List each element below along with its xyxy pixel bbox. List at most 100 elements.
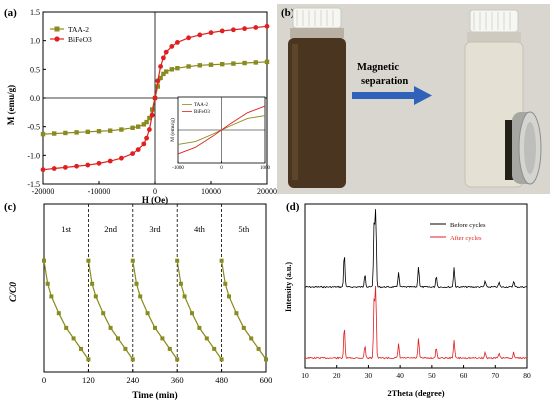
x-tick-label: 600: [260, 375, 273, 385]
data-point: [234, 311, 239, 316]
data-point: [119, 155, 124, 161]
data-point: [242, 60, 247, 66]
data-point: [264, 23, 270, 29]
x-tick-label: 0: [153, 187, 157, 196]
data-point: [219, 28, 225, 34]
legend-taa2: TAA-2: [68, 25, 89, 34]
data-point: [108, 325, 113, 330]
cycle-label: 1st: [61, 224, 72, 234]
panel-c-ylabel: C/C0: [9, 282, 19, 302]
data-point: [79, 346, 83, 351]
y-tick-label: -1.0: [27, 151, 40, 160]
data-point: [130, 151, 136, 157]
data-point: [141, 141, 147, 147]
data-point: [147, 115, 152, 121]
data-point: [219, 258, 224, 263]
data-point: [51, 166, 57, 171]
data-point: [242, 26, 248, 32]
xrd-before-cycles: [304, 209, 528, 289]
panel-b: (b) Magnetic separation: [277, 4, 550, 194]
x-tick-label: 240: [126, 375, 139, 385]
cycle-curve: [132, 260, 178, 360]
data-point: [158, 64, 164, 69]
arrow-label-line1: Magnetic: [357, 62, 399, 73]
panel-a-label: (a): [4, 7, 17, 19]
data-point: [264, 59, 270, 65]
data-point: [85, 129, 90, 135]
data-point: [123, 346, 128, 351]
data-point: [249, 336, 254, 341]
data-point: [96, 160, 102, 166]
data-point: [223, 281, 228, 286]
data-point: [138, 294, 143, 299]
panel-d-frame: [304, 203, 528, 369]
data-point: [130, 125, 135, 131]
x-tick-label: 30: [365, 371, 373, 380]
data-point: [155, 78, 161, 84]
data-point: [42, 258, 46, 263]
x-tick-label: 10000: [201, 187, 221, 196]
data-point: [63, 164, 68, 170]
data-point: [241, 325, 246, 330]
magnet: [512, 111, 542, 185]
x-tick-label: 360: [171, 375, 184, 385]
y-tick-label: 0.0: [30, 94, 40, 103]
cycle-curve: [43, 260, 89, 360]
data-point: [175, 65, 180, 71]
data-point: [40, 131, 46, 137]
data-point: [101, 311, 106, 316]
x-tick-label: 0: [42, 375, 46, 385]
y-tick-label: 0.5: [30, 65, 40, 74]
data-point: [153, 325, 157, 330]
y-tick-label: 1.5: [30, 8, 40, 17]
data-point: [227, 294, 231, 299]
data-point: [178, 281, 183, 286]
panel-b-label: (b): [281, 7, 295, 19]
data-point: [186, 35, 192, 41]
data-point: [197, 325, 202, 330]
data-point: [208, 62, 214, 67]
panel-a-xlabel: H (Oe): [142, 195, 168, 205]
data-point: [160, 336, 165, 341]
data-point: [182, 294, 187, 299]
data-point: [90, 281, 95, 286]
data-point: [158, 75, 163, 81]
cycle-curve: [221, 260, 267, 360]
data-point: [135, 147, 141, 153]
legend-bifeo3: BiFeO3: [68, 35, 92, 44]
data-point: [96, 129, 102, 134]
data-point: [108, 128, 113, 133]
y-tick-label: 1.0: [30, 37, 40, 46]
cycle-label: 5th: [238, 224, 250, 234]
inset-legend-bifeo3: BiFeO3: [194, 110, 210, 115]
data-point: [256, 346, 261, 351]
data-point: [152, 95, 158, 101]
x-tick-label: 480: [215, 375, 228, 385]
data-point: [155, 84, 160, 89]
y-tick-label: -1.5: [27, 180, 40, 189]
inset-legend-taa2: TAA-2: [194, 103, 209, 108]
inset-x-tick-label: 1000: [260, 166, 271, 171]
data-point: [161, 55, 166, 61]
data-point: [52, 131, 57, 136]
data-point: [145, 311, 150, 316]
panel-a: (a) M (emu/g) H (Oe) -20000 -10000 0 10000 2…: [4, 7, 277, 205]
data-point: [49, 294, 54, 299]
data-point: [220, 61, 225, 67]
arrow-label-line2: separation: [361, 76, 408, 87]
data-point: [141, 122, 146, 127]
panel-c: (c) C/C0 Time (min) 0 120 240 360 480 600 1st…: [4, 201, 272, 401]
panel-a-legend: TAA-2 BiFeO3: [50, 25, 92, 44]
inset-x-tick-label: -1000: [172, 166, 184, 171]
data-point: [147, 127, 152, 132]
data-point: [163, 49, 169, 55]
inset-series-1: [177, 105, 266, 155]
x-tick-label: 70: [492, 371, 500, 380]
legend-after-cycles: After cycles: [450, 235, 482, 242]
inset-ylabel: M (emu/g): [169, 118, 176, 142]
data-point: [63, 130, 68, 136]
data-point: [190, 311, 194, 316]
data-point: [197, 32, 203, 38]
data-point: [264, 357, 268, 362]
